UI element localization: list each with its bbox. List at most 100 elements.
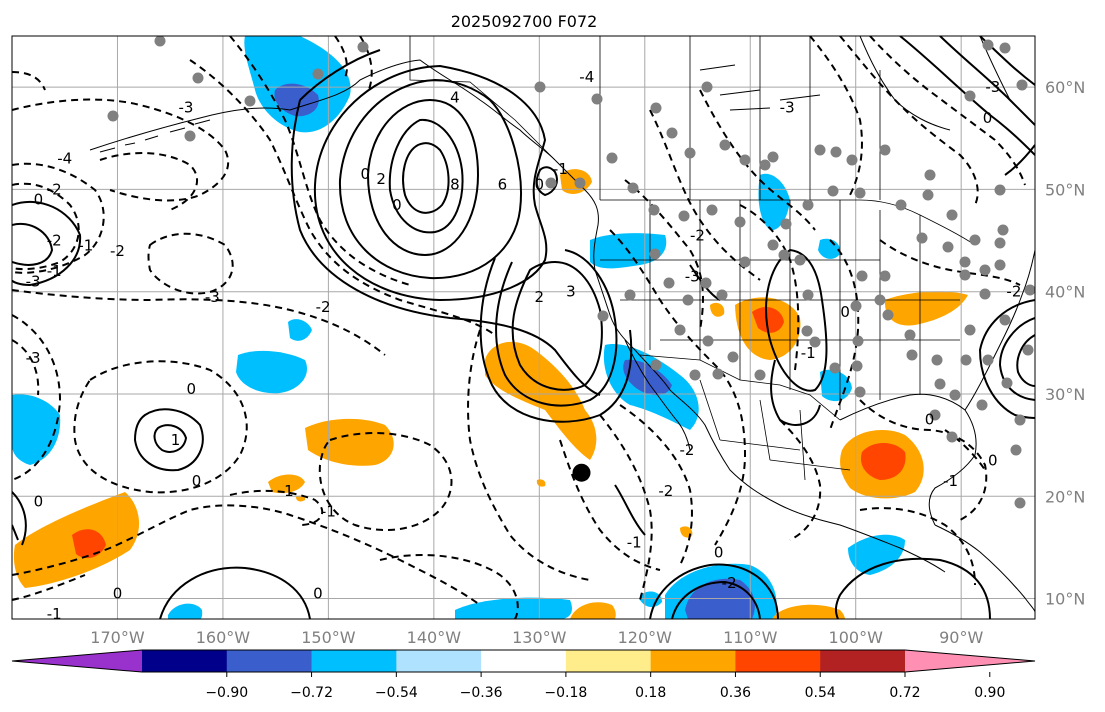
colorbar-tick-label: 0.90 <box>974 685 1005 701</box>
station-dot <box>754 369 766 381</box>
contour-solid <box>511 260 603 391</box>
contour-solid <box>12 222 54 266</box>
contour-label: -4 <box>579 68 594 86</box>
contour-solid <box>765 248 828 392</box>
contour-label: -3 <box>985 78 1000 96</box>
latitude-label: 20°N <box>1045 487 1085 506</box>
latitude-label: 60°N <box>1045 78 1085 97</box>
contours <box>12 36 1035 619</box>
contour-solid <box>834 557 991 619</box>
contour-dashed <box>609 229 747 546</box>
east-coast <box>964 249 1035 411</box>
station-dot <box>814 144 826 156</box>
contour-dashed <box>839 36 979 206</box>
longitude-label: 160°W <box>196 628 251 647</box>
colorbar-segment <box>481 650 567 672</box>
station-dot <box>931 354 943 366</box>
station-dot <box>802 289 814 301</box>
station-dot <box>666 127 678 139</box>
colorbar-segment <box>142 650 228 672</box>
baja <box>624 339 691 451</box>
station-dot <box>964 90 976 102</box>
contour-dashed <box>809 36 863 196</box>
shade-blue-small-pacific <box>288 319 312 341</box>
contour-dashed <box>12 98 230 202</box>
central-america <box>934 524 1035 613</box>
station-dot <box>759 159 771 171</box>
longitude-label: 150°W <box>301 628 356 647</box>
longitude-label: 100°W <box>829 628 884 647</box>
colorbar-tick-label: −0.90 <box>205 685 248 701</box>
station-dot <box>924 169 936 181</box>
contour-solid <box>366 98 480 257</box>
contour-label: 0 <box>983 109 993 127</box>
station-dot <box>949 389 961 401</box>
station-dot <box>678 210 690 222</box>
arctic-islands <box>699 64 821 111</box>
station-dot <box>829 362 841 374</box>
map-frame <box>11 35 1036 620</box>
station-dot <box>994 184 1006 196</box>
station-dot <box>946 431 958 443</box>
station-dot <box>719 139 731 151</box>
contour-solid <box>402 142 450 214</box>
station-dot <box>767 239 779 251</box>
contour-label: -3 <box>685 267 700 285</box>
station-dot <box>1014 497 1026 509</box>
shade-orange-central-pacific <box>305 418 394 466</box>
contour-label: -1 <box>78 237 93 255</box>
contour-solid <box>1004 144 1035 176</box>
station-dot <box>979 264 991 276</box>
longitude-label: 120°W <box>618 628 673 647</box>
colorbar-segment <box>735 650 821 672</box>
station-dot <box>606 152 618 164</box>
station-dot <box>674 324 686 336</box>
aleutians <box>99 119 211 153</box>
shade-red-tropics-west <box>72 529 106 559</box>
station-dot <box>922 189 934 201</box>
contour-label: -1 <box>943 472 958 490</box>
contour-label: 0 <box>187 380 197 398</box>
colorbar-outline <box>11 649 1036 673</box>
colorbar-labels: −0.90 −0.72 −0.54 −0.36 −0.18 0.18 0.36 0.54 0.7… <box>205 672 1005 701</box>
us-mexico-border <box>639 354 841 421</box>
contour-dashed <box>12 71 46 91</box>
colorbar-extend-low <box>12 650 142 672</box>
station-dot <box>904 329 916 341</box>
station-dot <box>964 324 976 336</box>
contour-dashed <box>12 574 86 601</box>
station-dot <box>959 256 971 268</box>
contour-label: 0 <box>34 191 44 209</box>
station-dot <box>739 154 751 166</box>
latitude-label: 40°N <box>1045 283 1085 302</box>
longitude-label: 140°W <box>407 628 462 647</box>
station-dot <box>107 110 119 122</box>
contour-solid <box>1016 334 1035 387</box>
station-dot <box>982 354 994 366</box>
colorbar-tick-label: −0.54 <box>375 685 418 701</box>
station-dot <box>534 81 546 93</box>
station-dot <box>545 177 557 189</box>
longitude-label: 130°W <box>512 628 567 647</box>
station-dot <box>999 42 1011 54</box>
shade-orange-small-1 <box>710 302 725 317</box>
gulf-coast <box>839 393 977 526</box>
colorbar-segment <box>820 650 906 672</box>
figure-title: 2025092700 F072 <box>451 12 598 31</box>
contour-solid <box>649 563 779 619</box>
station-dot <box>960 354 972 366</box>
station-dot <box>727 351 739 363</box>
station-dot <box>689 369 701 381</box>
station-dot <box>999 314 1011 326</box>
contour-solid <box>939 36 1035 126</box>
station-dot <box>994 259 1006 271</box>
contour-label: 8 <box>450 175 460 193</box>
contour-dashed <box>829 239 860 431</box>
station-dot <box>684 147 696 159</box>
contour-dashed <box>12 162 105 274</box>
contour-solid <box>12 200 82 287</box>
station-dot <box>597 310 609 322</box>
station-dot <box>982 39 994 51</box>
